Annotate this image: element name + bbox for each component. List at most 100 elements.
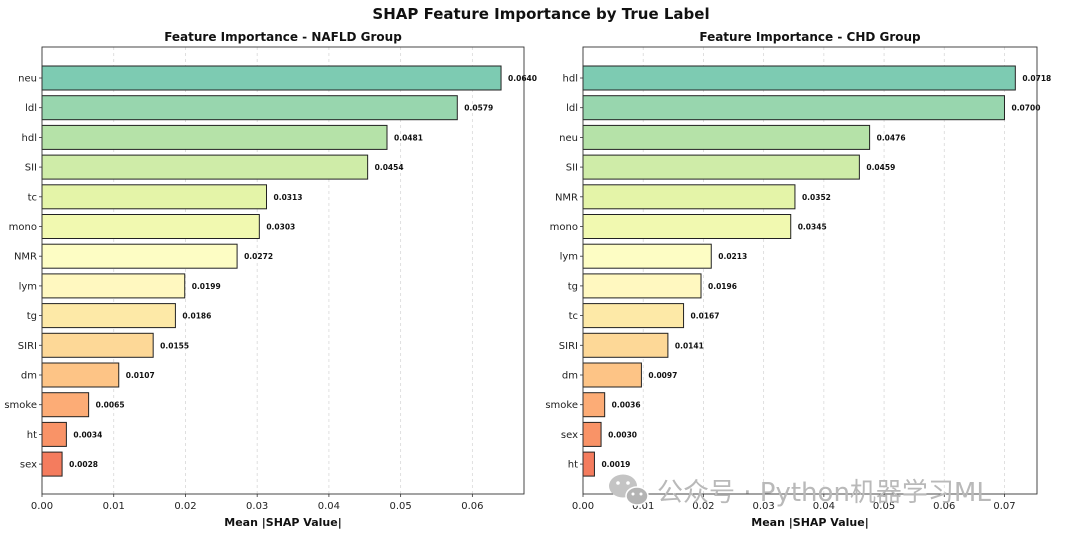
category-label-tg: tg: [568, 281, 578, 292]
category-label-tg: tg: [27, 311, 37, 322]
category-label-lym: lym: [19, 281, 37, 292]
value-label-SIRI: 0.0155: [160, 341, 189, 350]
category-label-ht: ht: [568, 460, 578, 471]
value-label-smoke: 0.0065: [96, 401, 125, 410]
x-tick-label: 0.07: [993, 501, 1015, 512]
x-tick-label: 0.02: [692, 501, 714, 512]
bar-NMR: [41, 243, 238, 269]
category-label-ht: ht: [27, 430, 37, 441]
x-tick-label: 0.05: [389, 501, 411, 512]
bar-NMR: [582, 184, 796, 210]
x-tick-label: 0.06: [933, 501, 955, 512]
value-label-NMR: 0.0272: [244, 252, 273, 261]
category-label-SII: SII: [25, 163, 37, 174]
x-tick-label: 0.02: [174, 501, 196, 512]
bar-sex: [582, 421, 602, 447]
category-label-hdl: hdl: [563, 74, 578, 85]
value-label-NMR: 0.0352: [802, 193, 831, 202]
category-label-mono: mono: [550, 222, 578, 233]
bar-lym: [41, 273, 186, 299]
bar-neu: [582, 124, 871, 150]
value-label-ht: 0.0034: [73, 430, 102, 439]
x-tick-label: 0.01: [632, 501, 654, 512]
bar-ldl: [582, 95, 1005, 121]
bar-ldl: [41, 95, 458, 121]
x-tick-label: 0.01: [103, 501, 125, 512]
value-label-ldl: 0.0700: [1011, 104, 1040, 113]
category-label-tc: tc: [569, 311, 578, 322]
value-label-ht: 0.0019: [601, 460, 630, 469]
category-label-SIRI: SIRI: [18, 341, 37, 352]
category-label-lym: lym: [560, 252, 578, 263]
x-axis-label: Mean |SHAP Value|: [751, 516, 868, 529]
bar-hdl: [582, 65, 1016, 91]
category-label-hdl: hdl: [22, 133, 37, 144]
value-label-hdl: 0.0481: [394, 133, 423, 142]
bar-tg: [41, 303, 176, 329]
bar-hdl: [41, 124, 388, 150]
bar-mono: [41, 214, 260, 239]
value-label-tc: 0.0313: [274, 193, 303, 202]
value-label-dm: 0.0097: [648, 371, 677, 380]
bar-SII: [582, 154, 860, 180]
category-label-smoke: smoke: [545, 400, 578, 411]
chart-panel-0: 0.0640 neu 0.0579 ldl 0.0481 hdl 0.0454 SII 0.03…: [4, 30, 537, 529]
category-label-ldl: ldl: [566, 103, 578, 114]
category-label-dm: dm: [21, 371, 37, 382]
value-label-mono: 0.0303: [266, 223, 295, 232]
value-label-smoke: 0.0036: [612, 401, 641, 410]
plot-frame: [582, 46, 1038, 495]
bar-SIRI: [582, 332, 669, 358]
bar-SII: [41, 154, 369, 180]
bar-ht: [582, 451, 595, 477]
category-label-tc: tc: [28, 192, 37, 203]
value-label-ldl: 0.0579: [464, 104, 493, 113]
category-label-NMR: NMR: [555, 192, 578, 203]
value-label-lym: 0.0199: [192, 282, 221, 291]
value-label-mono: 0.0345: [798, 223, 827, 232]
category-label-sex: sex: [20, 460, 37, 471]
x-tick-label: 0.04: [318, 501, 340, 512]
value-label-SIRI: 0.0141: [675, 341, 704, 350]
value-label-neu: 0.0640: [508, 74, 537, 83]
bar-mono: [582, 214, 792, 239]
category-label-neu: neu: [559, 133, 578, 144]
wechat-icon: [609, 474, 649, 506]
value-label-lym: 0.0213: [718, 252, 747, 261]
bar-dm: [41, 362, 120, 388]
x-axis-label: Mean |SHAP Value|: [224, 516, 341, 529]
x-tick-label: 0.05: [873, 501, 895, 512]
bar-ht: [41, 421, 67, 447]
bar-lym: [582, 243, 712, 269]
x-tick-label: 0.00: [572, 501, 594, 512]
bar-tc: [582, 303, 685, 329]
category-label-SII: SII: [566, 163, 578, 174]
category-label-NMR: NMR: [14, 252, 37, 263]
value-label-sex: 0.0030: [608, 430, 637, 439]
value-label-dm: 0.0107: [126, 371, 155, 380]
x-tick-label: 0.00: [31, 501, 53, 512]
bar-SIRI: [41, 332, 154, 358]
bar-sex: [41, 451, 63, 477]
watermark-text: 公众号 · Python机器学习ML: [657, 478, 991, 508]
bar-tg: [582, 273, 702, 299]
category-label-smoke: smoke: [4, 400, 37, 411]
category-label-ldl: ldl: [25, 103, 37, 114]
value-label-tg: 0.0186: [182, 312, 211, 321]
value-label-tg: 0.0196: [708, 282, 737, 291]
x-tick-label: 0.06: [461, 501, 483, 512]
x-tick-label: 0.04: [813, 501, 835, 512]
category-label-mono: mono: [9, 222, 37, 233]
watermark: 公众号 · Python机器学习ML: [609, 474, 991, 508]
value-label-SII: 0.0459: [866, 163, 895, 172]
bar-smoke: [41, 392, 90, 418]
category-label-neu: neu: [18, 74, 37, 85]
category-label-SIRI: SIRI: [559, 341, 578, 352]
chart-title: Feature Importance - NAFLD Group: [164, 30, 402, 44]
category-label-dm: dm: [562, 371, 578, 382]
value-label-SII: 0.0454: [375, 163, 404, 172]
figure-title: SHAP Feature Importance by True Label: [372, 5, 709, 23]
x-tick-label: 0.03: [246, 501, 268, 512]
